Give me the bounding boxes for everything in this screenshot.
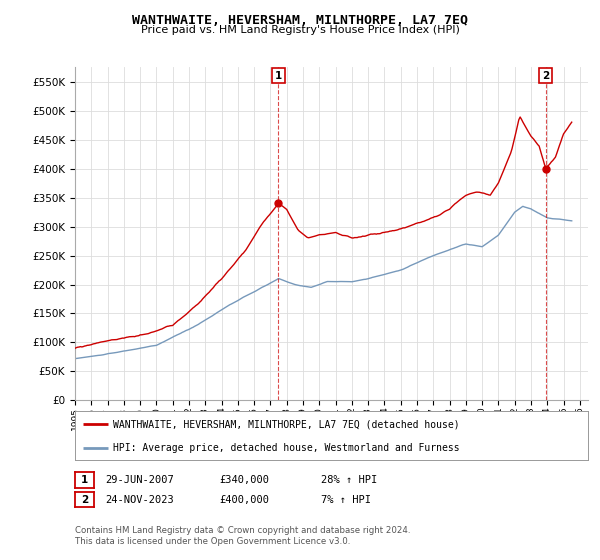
Text: 2: 2	[81, 494, 88, 505]
Point	[274, 199, 283, 208]
Text: HPI: Average price, detached house, Westmorland and Furness: HPI: Average price, detached house, West…	[113, 443, 460, 453]
Text: Price paid vs. HM Land Registry's House Price Index (HPI): Price paid vs. HM Land Registry's House …	[140, 25, 460, 35]
Text: WANTHWAITE, HEVERSHAM, MILNTHORPE, LA7 7EQ (detached house): WANTHWAITE, HEVERSHAM, MILNTHORPE, LA7 7…	[113, 419, 460, 430]
Text: 24-NOV-2023: 24-NOV-2023	[105, 494, 174, 505]
Text: 29-JUN-2007: 29-JUN-2007	[105, 475, 174, 485]
Text: 2: 2	[542, 71, 549, 81]
Text: £340,000: £340,000	[219, 475, 269, 485]
Text: 7% ↑ HPI: 7% ↑ HPI	[321, 494, 371, 505]
Text: WANTHWAITE, HEVERSHAM, MILNTHORPE, LA7 7EQ: WANTHWAITE, HEVERSHAM, MILNTHORPE, LA7 7…	[132, 14, 468, 27]
Text: Contains HM Land Registry data © Crown copyright and database right 2024.
This d: Contains HM Land Registry data © Crown c…	[75, 526, 410, 546]
Text: 1: 1	[81, 475, 88, 485]
Text: £400,000: £400,000	[219, 494, 269, 505]
Text: 1: 1	[275, 71, 282, 81]
Text: 28% ↑ HPI: 28% ↑ HPI	[321, 475, 377, 485]
Point	[541, 164, 550, 173]
